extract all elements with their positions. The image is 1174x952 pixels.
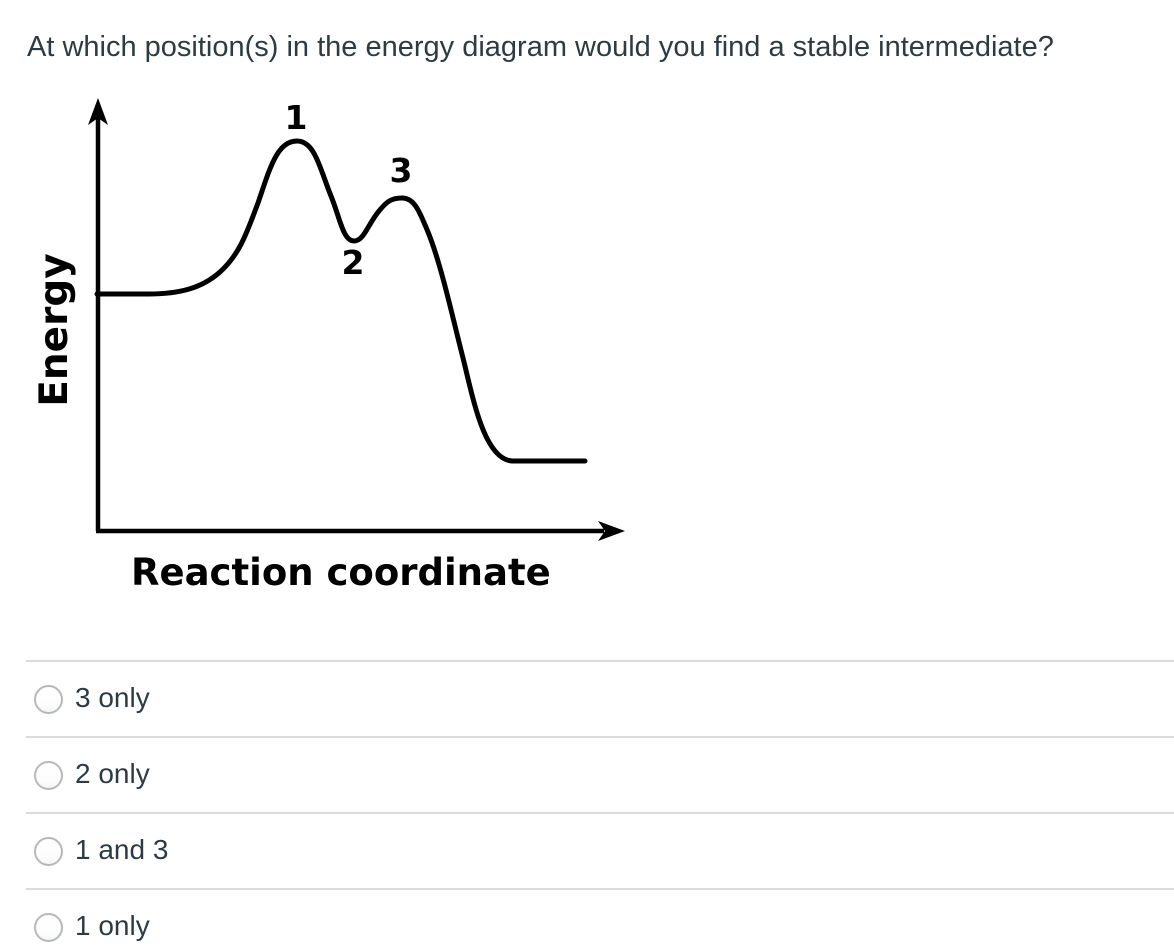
answer-option-row-1-and-3[interactable]: 1 and 3	[0, 814, 1174, 888]
y-axis-label: Energy	[32, 253, 77, 407]
valley-2-label: 2	[341, 243, 365, 282]
answer-option-label: 3 only	[75, 681, 150, 713]
x-axis-arrow	[598, 521, 625, 541]
radio-button[interactable]	[34, 836, 63, 866]
answer-option-row-2-only[interactable]: 2 only	[0, 738, 1174, 812]
radio-button[interactable]	[34, 912, 63, 942]
peak-1-label: 1	[284, 98, 308, 137]
answer-option-label: 1 only	[75, 909, 150, 941]
divider	[26, 660, 1174, 662]
radio-button[interactable]	[34, 760, 63, 790]
energy-diagram: 1 2 3 Energy Reaction coordinate	[0, 85, 660, 630]
peak-3-label: 3	[389, 151, 413, 190]
y-axis-arrow	[88, 98, 108, 125]
energy-curve	[94, 138, 588, 464]
x-axis-label: Reaction coordinate	[131, 551, 551, 594]
energy-curve-plot	[88, 98, 625, 541]
answer-option-label: 2 only	[75, 757, 150, 789]
divider	[26, 888, 1174, 890]
radio-button[interactable]	[34, 684, 63, 714]
answer-option-row-1-only[interactable]: 1 only	[0, 890, 1174, 952]
answer-option-label: 1 and 3	[75, 833, 169, 865]
answer-option-row-3-only[interactable]: 3 only	[0, 662, 1174, 736]
question-title: At which position(s) in the energy diagr…	[27, 31, 1054, 63]
divider	[26, 736, 1174, 738]
divider	[26, 812, 1174, 814]
